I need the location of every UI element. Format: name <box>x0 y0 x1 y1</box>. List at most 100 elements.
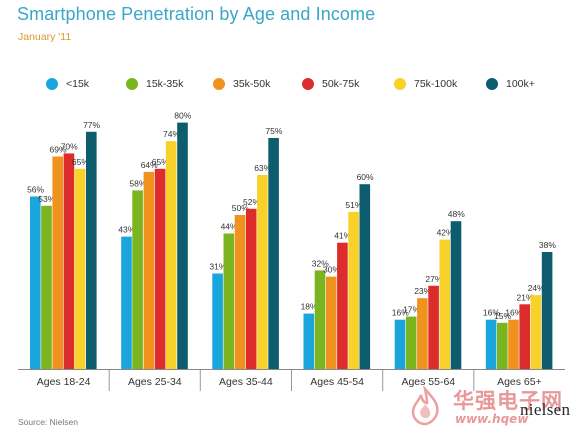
legend-swatch <box>486 78 498 90</box>
watermark-url: www.hqew <box>455 412 529 426</box>
bar-value-label: 30% <box>323 265 340 275</box>
bar <box>223 233 235 369</box>
bar-value-label: 16% <box>392 308 409 318</box>
bar-value-label: 21% <box>516 292 533 302</box>
bar-value-label: 70% <box>61 141 78 151</box>
bar-value-label: 74% <box>163 129 180 139</box>
legend-swatch <box>126 78 138 90</box>
bar <box>177 122 188 369</box>
bar <box>41 205 52 369</box>
bar <box>428 285 439 369</box>
bar-value-label: 75% <box>265 126 282 136</box>
bar <box>450 221 462 369</box>
legend-label: 50k-75k <box>322 78 360 90</box>
bar-value-label: 51% <box>345 200 362 210</box>
bar <box>86 131 97 369</box>
bar <box>314 270 326 369</box>
watermark-flame-icon <box>411 386 439 426</box>
bar-value-label: 48% <box>448 209 465 219</box>
bar-value-label: 16% <box>505 308 522 318</box>
bar-value-label: 16% <box>483 308 500 318</box>
bar-value-label: 64% <box>141 160 158 170</box>
bar-value-label: 53% <box>38 194 55 204</box>
bar <box>257 175 268 369</box>
legend-swatch <box>46 78 58 90</box>
category-label: Ages 25-34 <box>128 376 182 388</box>
legend-swatch <box>302 78 314 90</box>
bar-value-label: 50% <box>232 203 249 213</box>
bar <box>74 168 86 369</box>
legend-swatch <box>213 78 225 90</box>
legend-item-35k-50k: 35k-50k <box>213 76 270 92</box>
legend-label: 75k-100k <box>414 78 458 90</box>
bar <box>121 236 132 369</box>
bar-value-label: 43% <box>118 225 135 235</box>
bar-value-label: 38% <box>539 240 556 250</box>
bar-value-label: 44% <box>221 222 238 232</box>
bar <box>245 208 257 369</box>
source-note: Source: Nielsen <box>18 417 79 427</box>
bar-value-label: 77% <box>83 120 100 130</box>
legend-item-15k-35k: 15k-35k <box>126 76 183 92</box>
bar <box>325 276 337 369</box>
legend-item-75k-100k: 75k-100k <box>394 76 457 92</box>
bar <box>132 190 143 369</box>
bar-value-label: 17% <box>403 305 420 315</box>
bar-value-label: 32% <box>312 258 329 268</box>
category-label: Ages 18-24 <box>37 376 91 388</box>
bar <box>359 184 371 369</box>
legend-label: 15k-35k <box>146 78 184 90</box>
nielsen-logo: nielsen <box>520 400 571 419</box>
bar <box>143 171 155 369</box>
chart-title: Smartphone Penetration by Age and Income <box>17 4 376 24</box>
watermark-text: 华强电子网 <box>453 389 563 413</box>
chart-subtitle: January '11 <box>18 31 72 43</box>
bar <box>405 316 417 369</box>
legend-label: 35k-50k <box>233 78 271 90</box>
bar-value-label: 18% <box>301 302 318 312</box>
legend-item-100k-plus: 100k+ <box>486 76 535 92</box>
bar-value-label: 58% <box>129 178 146 188</box>
bar-value-label: 42% <box>437 228 454 238</box>
bar-value-label: 60% <box>357 172 374 182</box>
bar <box>530 295 542 369</box>
category-label: Ages 45-54 <box>310 376 364 388</box>
bar-value-label: 24% <box>528 283 545 293</box>
bar <box>394 319 406 369</box>
bar <box>268 138 279 369</box>
bar <box>234 215 246 369</box>
bar-value-label: 65% <box>72 157 89 167</box>
bar <box>52 156 63 369</box>
bar <box>165 141 177 369</box>
category-label: Ages 65+ <box>497 376 542 388</box>
bar <box>303 313 315 369</box>
category-label: Ages 35-44 <box>219 376 273 388</box>
bar-value-label: 80% <box>174 111 191 121</box>
bar-value-label: 69% <box>49 145 66 155</box>
legend-item-50k-75k: 50k-75k <box>302 76 359 92</box>
category-label: Ages 55-64 <box>401 376 455 388</box>
bar <box>337 242 348 369</box>
bar <box>497 322 508 369</box>
bar <box>63 153 75 369</box>
bar-value-label: 52% <box>243 197 260 207</box>
legend-label: <15k <box>66 78 90 90</box>
legend-label: 100k+ <box>506 78 535 90</box>
chart-legend: <15k 15k-35k 35k-50k 50k-75k 75k-100k 10… <box>46 76 566 92</box>
bar-value-label: 15% <box>494 311 511 321</box>
bar-value-label: 63% <box>254 163 271 173</box>
bar-value-label: 56% <box>27 185 44 195</box>
bar <box>541 252 553 369</box>
bar-value-label: 41% <box>334 231 351 241</box>
bar-value-label: 23% <box>414 286 431 296</box>
bar <box>154 168 166 369</box>
bar <box>519 304 530 369</box>
bar <box>212 273 223 369</box>
legend-swatch <box>394 78 406 90</box>
legend-item-lt15k: <15k <box>46 76 89 92</box>
bar-value-label: 65% <box>152 157 169 167</box>
bar <box>30 196 41 369</box>
bar <box>417 298 428 369</box>
bar-value-label: 31% <box>209 262 226 272</box>
